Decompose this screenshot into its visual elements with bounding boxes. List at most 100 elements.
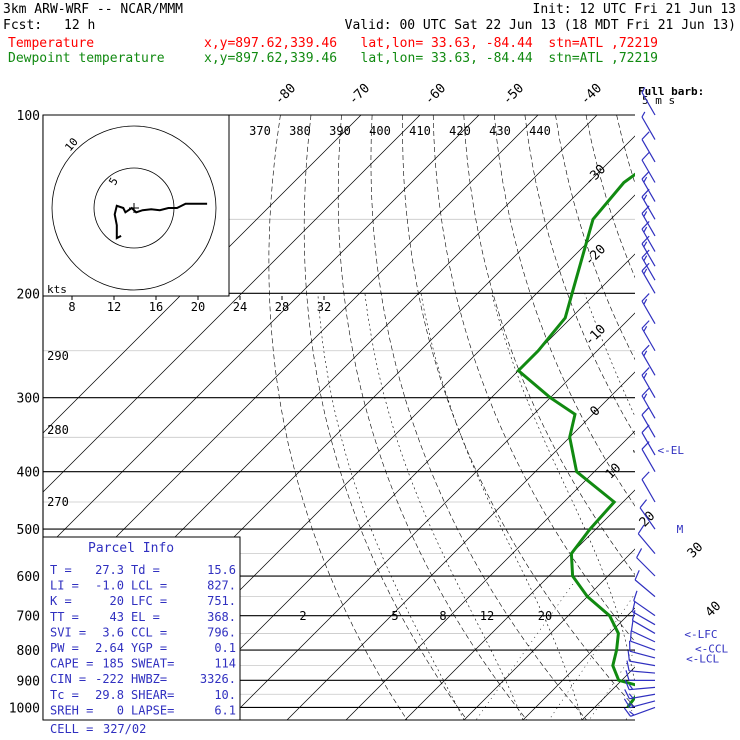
hodograph-speed-label: 20 <box>191 300 205 314</box>
hodograph-speed-label: 28 <box>275 300 289 314</box>
fcst-value: 12 h <box>64 18 96 33</box>
wind-barb-staff <box>641 395 656 419</box>
wind-barb-staff <box>631 630 656 643</box>
wind-barb-flag <box>643 350 648 357</box>
isotherm <box>43 115 362 434</box>
parcel-info-value: 20 <box>110 594 124 608</box>
hodograph-speed-label: 24 <box>233 300 247 314</box>
wind-barb-flag <box>636 548 643 558</box>
parcel-info-key: CCL = <box>131 625 167 639</box>
parcel-info-value: 368. <box>207 610 236 624</box>
theta-label: 420 <box>449 124 471 138</box>
parcel-info-value: 43 <box>110 610 124 624</box>
pressure-label: 900 <box>17 674 40 689</box>
hodograph-trace <box>113 202 208 240</box>
isotherm <box>345 430 635 720</box>
wind-barb-flag <box>623 698 631 708</box>
dry-adiabat <box>432 115 635 643</box>
dry-adiabat <box>337 115 528 720</box>
wind-barb-staff <box>641 92 656 116</box>
wind-barb-flag <box>643 393 648 400</box>
hodograph-speed-label: 32 <box>317 300 331 314</box>
wind-barb-staff <box>641 139 656 163</box>
parcel-info-value: 29.8 <box>95 688 124 702</box>
pressure-label: 200 <box>17 287 40 302</box>
parcel-info-key: LAPSE= <box>131 703 174 717</box>
wind-barb-flag <box>625 670 630 681</box>
isotherm <box>522 607 635 720</box>
parcel-info-key: EL = <box>131 610 160 624</box>
wind-barb-flag <box>623 707 632 717</box>
wind-barb-staff <box>632 611 656 626</box>
wind-barb-flag <box>643 372 648 379</box>
parcel-info-key: HWBZ= <box>131 672 167 686</box>
wind-barb-flag <box>641 131 650 140</box>
wind-barb-flag <box>626 660 630 671</box>
pressure-label: 100 <box>17 109 40 124</box>
parcel-info-value: 15.6 <box>207 563 236 577</box>
theta-label: 380 <box>289 124 311 138</box>
mixing-ratio-label: 2 <box>299 609 306 623</box>
wind-barb-staff <box>641 178 656 202</box>
theta-label: 400 <box>369 124 391 138</box>
m-marker: M <box>677 523 684 536</box>
header: 3km ARW-WRF -- NCAR/MMM Init: 12 UTC Fri… <box>0 0 740 70</box>
isotherm <box>43 115 480 552</box>
hodograph-speed-label: 8 <box>68 300 75 314</box>
el-marker: <-EL <box>657 444 684 457</box>
full-barb-value: 5 m s <box>642 94 675 107</box>
cell-value: 327/02 <box>103 722 146 736</box>
wind-barb-staff <box>641 448 656 472</box>
valid-time: Valid: 00 UTC Sat 22 Jun 13 (18 MDT Fri … <box>344 18 736 33</box>
temperature-legend: Temperature <box>8 36 95 51</box>
wind-barb-flag <box>641 151 650 161</box>
pressure-label: 300 <box>17 392 40 407</box>
ccl-marker: <-CCL <box>695 643 728 656</box>
hodograph-ring <box>51 125 217 291</box>
wind-barb-flag <box>643 255 648 262</box>
isotherm <box>43 115 539 611</box>
moist-adiabat <box>364 293 524 720</box>
wind-barb-staff <box>629 700 656 709</box>
wind-barb-staff <box>630 640 656 651</box>
dewpoint-legend-info: x,y=897.62,339.46 lat,lon= 33.63, -84.44… <box>204 51 658 66</box>
wind-barb-flag <box>641 235 650 245</box>
mixing-ratio-label: 8 <box>439 609 446 623</box>
theta-left-label: 270 <box>47 495 69 509</box>
parcel-info-value: 3.6 <box>102 625 124 639</box>
wind-barb-staff <box>641 213 656 237</box>
wind-barb-flag <box>624 679 630 690</box>
parcel-info-key: Tc = <box>50 688 79 702</box>
pressure-label: 400 <box>17 466 40 481</box>
wind-barb-flag <box>643 268 648 275</box>
wind-barb-flag <box>641 471 650 480</box>
wind-barb-staff <box>641 228 656 252</box>
dewpoint-legend: Dewpoint temperature <box>8 51 165 66</box>
temperature-tick-label: 10 <box>603 461 625 483</box>
wind-barb-staff <box>641 479 656 503</box>
parcel-info-value: 6.1 <box>214 703 236 717</box>
parcel-info-value: -222 <box>95 672 124 686</box>
wind-barb-staff <box>639 507 656 530</box>
wind-barb-flag <box>633 590 638 601</box>
moist-adiabat <box>420 293 583 720</box>
wind-barb-flag <box>627 650 630 662</box>
init-time: Init: 12 UTC Fri 21 Jun 13 <box>532 2 737 17</box>
temperature-tick-label: 40 <box>703 599 725 621</box>
parcel-info-key: SVI = <box>50 625 86 639</box>
dry-adiabat <box>463 115 635 576</box>
parcel-info-value: 185 <box>102 657 124 671</box>
wind-barb-flag <box>630 620 634 631</box>
parcel-info-value: 10. <box>214 688 236 702</box>
wind-barb-staff <box>641 159 656 183</box>
theta-label: 430 <box>489 124 511 138</box>
parcel-info-value: 114 <box>214 657 236 671</box>
lfc-marker: <-LFC <box>684 628 717 641</box>
wind-barb-flag <box>641 249 650 259</box>
temperature-tick-label: 20 <box>637 509 659 531</box>
isotherm <box>43 115 421 493</box>
pressure-label: 700 <box>17 610 40 625</box>
wind-barb-staff <box>641 270 656 294</box>
wind-barb-staff <box>632 619 656 634</box>
